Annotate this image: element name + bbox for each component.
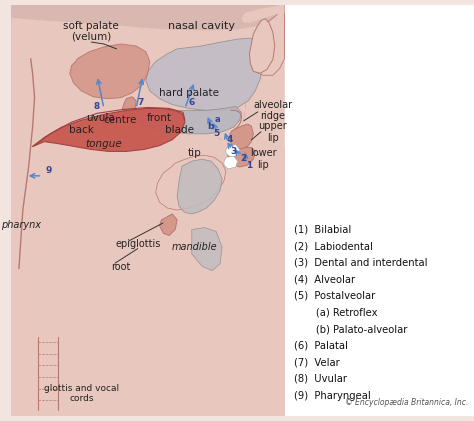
- Polygon shape: [249, 19, 275, 73]
- Text: mandible: mandible: [172, 242, 218, 252]
- Polygon shape: [224, 156, 237, 169]
- Text: (velum): (velum): [71, 31, 111, 41]
- Polygon shape: [29, 149, 202, 218]
- Text: (1)  Bilabial: (1) Bilabial: [294, 224, 352, 234]
- Polygon shape: [242, 5, 284, 22]
- Text: uvula: uvula: [87, 113, 115, 123]
- Text: (5)  Postalveolar: (5) Postalveolar: [294, 291, 375, 301]
- Text: (8)  Uvular: (8) Uvular: [294, 374, 347, 384]
- Polygon shape: [226, 144, 240, 157]
- Text: soft palate: soft palate: [64, 21, 119, 32]
- Text: (6)  Palatal: (6) Palatal: [294, 341, 348, 351]
- Text: 1: 1: [246, 160, 253, 170]
- Text: front: front: [147, 113, 172, 123]
- Polygon shape: [192, 228, 222, 271]
- Text: tongue: tongue: [85, 139, 122, 149]
- Polygon shape: [122, 97, 136, 116]
- Text: 9: 9: [45, 166, 51, 176]
- Polygon shape: [33, 109, 185, 152]
- Text: 8: 8: [94, 102, 100, 111]
- Text: a: a: [214, 115, 220, 124]
- Polygon shape: [134, 107, 242, 134]
- Polygon shape: [146, 38, 263, 110]
- Polygon shape: [11, 5, 283, 156]
- Text: 4: 4: [227, 135, 233, 144]
- Text: (2)  Labiodental: (2) Labiodental: [294, 241, 373, 251]
- Polygon shape: [250, 5, 284, 75]
- Text: 3: 3: [231, 147, 237, 156]
- Text: (a) Retroflex: (a) Retroflex: [294, 308, 378, 317]
- Polygon shape: [11, 5, 284, 30]
- Polygon shape: [284, 5, 474, 416]
- Text: (4)  Alveolar: (4) Alveolar: [294, 274, 356, 284]
- Text: b: b: [207, 122, 213, 131]
- Polygon shape: [11, 147, 284, 416]
- Text: alveolar
ridge: alveolar ridge: [253, 100, 292, 121]
- Text: 2: 2: [240, 154, 246, 163]
- Text: (7)  Velar: (7) Velar: [294, 357, 340, 368]
- Text: hard palate: hard palate: [159, 88, 219, 98]
- Text: (b) Palato-alveolar: (b) Palato-alveolar: [294, 324, 408, 334]
- Text: 5: 5: [213, 129, 219, 139]
- Polygon shape: [11, 5, 284, 161]
- Text: © Encyclopædia Britannica, Inc.: © Encyclopædia Britannica, Inc.: [345, 398, 468, 407]
- Text: nasal cavity: nasal cavity: [168, 21, 235, 32]
- Text: 6: 6: [189, 98, 195, 107]
- Text: root: root: [111, 262, 130, 272]
- Polygon shape: [70, 44, 150, 99]
- Text: back: back: [69, 125, 94, 135]
- Text: blade: blade: [164, 125, 193, 135]
- Polygon shape: [11, 5, 284, 416]
- Text: (9)  Pharyngeal: (9) Pharyngeal: [294, 391, 371, 400]
- Text: epiglottis: epiglottis: [115, 239, 161, 249]
- Text: (3)  Dental and interdental: (3) Dental and interdental: [294, 258, 428, 268]
- Text: tip: tip: [188, 148, 201, 158]
- Text: glottis and vocal
cords: glottis and vocal cords: [44, 384, 119, 403]
- Polygon shape: [230, 124, 253, 149]
- Text: 7: 7: [138, 98, 144, 107]
- Polygon shape: [155, 155, 226, 210]
- Polygon shape: [228, 147, 255, 167]
- Polygon shape: [160, 214, 177, 235]
- Polygon shape: [177, 159, 222, 214]
- Text: centre: centre: [104, 115, 137, 125]
- Text: pharynx: pharynx: [1, 220, 41, 230]
- Text: upper
lip: upper lip: [258, 121, 287, 143]
- Text: lower
lip: lower lip: [250, 149, 276, 170]
